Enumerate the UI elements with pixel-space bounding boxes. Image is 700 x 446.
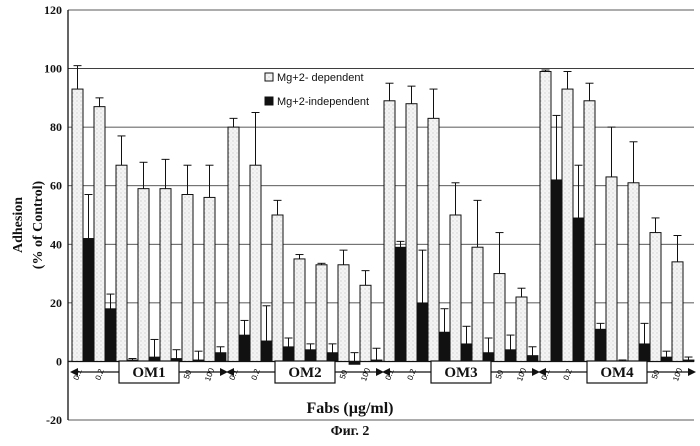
bar-dependent — [606, 177, 617, 362]
y-tick-label: 60 — [50, 179, 62, 193]
bar-dependent — [228, 127, 239, 361]
group-arrow-right — [688, 368, 696, 376]
group-label: OM1 — [132, 365, 165, 381]
legend-swatch-independent — [265, 97, 273, 105]
bar-independent — [193, 360, 204, 361]
bar-dependent — [650, 233, 661, 362]
bar-dependent — [72, 89, 83, 361]
bar-independent — [371, 360, 382, 361]
bar-dependent — [494, 274, 505, 362]
bar-dependent — [294, 259, 305, 362]
bar-independent — [215, 353, 226, 362]
bar-independent — [551, 180, 562, 362]
bar-independent — [505, 350, 516, 362]
legend: Mg+2- dependent Mg+2-independent — [265, 72, 369, 108]
y-tick-label: 20 — [50, 296, 62, 310]
bar-dependent — [338, 265, 349, 362]
x-tick-label: 100 — [203, 366, 216, 382]
bar-dependent — [540, 72, 551, 362]
bar-dependent — [94, 107, 105, 362]
bar-dependent — [160, 189, 171, 362]
y-axis-label-line2: (% of Control) — [31, 180, 46, 269]
x-tick-label: 50 — [650, 368, 662, 380]
y-tick-label: 100 — [44, 62, 62, 76]
bar-dependent — [316, 265, 327, 362]
bar-independent — [417, 303, 428, 362]
bar-independent — [305, 350, 316, 362]
bar-dependent — [204, 197, 215, 361]
bar-dependent — [516, 297, 527, 361]
bar-independent — [261, 341, 272, 362]
x-tick-label: 0.2 — [250, 367, 262, 381]
y-axis-label-line1: Adhesion — [11, 197, 26, 253]
bar-dependent — [116, 165, 127, 361]
bars — [72, 66, 694, 365]
bar-independent — [461, 344, 472, 362]
x-tick-label: 100 — [359, 366, 372, 382]
bar-dependent — [562, 89, 573, 361]
bar-dependent — [272, 215, 283, 361]
bar-independent — [639, 344, 650, 362]
bar-dependent — [450, 215, 461, 361]
bar-independent — [661, 357, 672, 361]
x-tick-label: 50 — [494, 368, 506, 380]
bar-independent — [83, 238, 94, 361]
legend-label-independent: Mg+2-independent — [277, 96, 369, 108]
group-label: OM3 — [444, 365, 477, 381]
bar-dependent — [250, 165, 261, 361]
bar-independent — [595, 329, 606, 361]
bar-dependent — [472, 247, 483, 361]
bar-dependent — [628, 183, 639, 362]
bar-independent — [283, 347, 294, 362]
bar-independent — [527, 356, 538, 362]
y-tick-label: 40 — [50, 237, 62, 251]
x-tick-label: 0.2 — [562, 367, 574, 381]
x-axis-label: Fabs (µg/ml) — [307, 400, 394, 417]
bar-dependent — [672, 262, 683, 362]
group-label: OM2 — [288, 365, 321, 381]
bar-independent — [105, 309, 116, 362]
bar-independent — [239, 335, 250, 361]
bar-dependent — [182, 195, 193, 362]
legend-swatch-dependent — [265, 73, 273, 81]
group-label: OM4 — [600, 365, 634, 381]
bar-independent — [483, 353, 494, 362]
bar-dependent — [584, 101, 595, 362]
bar-dependent — [406, 104, 417, 362]
y-tick-label: 120 — [44, 3, 62, 17]
bar-dependent — [428, 118, 439, 361]
bar-independent — [439, 332, 450, 361]
legend-label-dependent: Mg+2- dependent — [277, 72, 364, 84]
bar-independent — [573, 218, 584, 362]
bar-dependent — [138, 189, 149, 362]
bar-independent — [327, 353, 338, 362]
x-tick-label: 50 — [182, 368, 194, 380]
bar-dependent — [360, 285, 371, 361]
x-tick-label: 0.2 — [94, 367, 106, 381]
bar-independent — [683, 360, 694, 361]
y-tick-label: 0 — [56, 354, 62, 368]
figure-caption: Фиг. 2 — [0, 424, 700, 440]
x-tick-label: 100 — [671, 366, 684, 382]
x-tick-label: 0.2 — [406, 367, 418, 381]
bar-independent — [395, 247, 406, 361]
bar-dependent — [384, 101, 395, 362]
y-tick-label: 80 — [50, 120, 62, 134]
x-tick-label: 50 — [338, 368, 350, 380]
x-tick-label: 100 — [515, 366, 528, 382]
